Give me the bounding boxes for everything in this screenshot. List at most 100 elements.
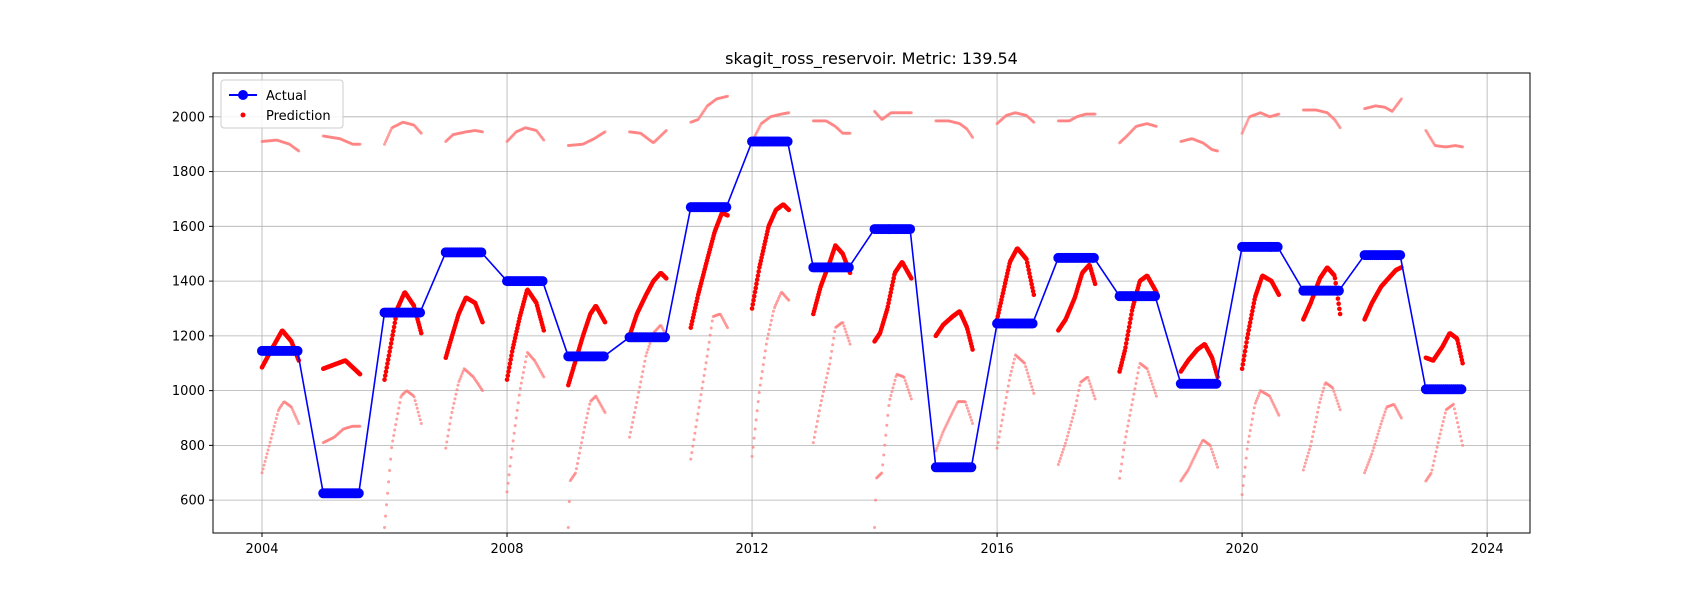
prediction-faint-point <box>690 451 694 455</box>
prediction-faint-point <box>524 355 528 359</box>
prediction-faint-point <box>830 349 834 353</box>
prediction-faint-point <box>750 454 754 458</box>
prediction-faint-point <box>1380 419 1384 423</box>
actual-marker <box>905 224 916 235</box>
prediction-faint-point <box>970 418 974 422</box>
prediction-faint-point <box>1075 399 1079 403</box>
prediction-faint-point <box>1375 436 1379 440</box>
prediction-faint-point <box>398 401 402 405</box>
prediction-faint-point <box>1146 370 1150 374</box>
prediction-faint-point <box>575 461 579 465</box>
prediction-faint-point <box>938 438 942 442</box>
prediction-faint-point <box>1000 418 1004 422</box>
prediction-faint-point <box>418 418 422 422</box>
actual-marker <box>292 345 303 356</box>
prediction-faint-point <box>1154 124 1158 128</box>
prediction-faint-point <box>1334 396 1338 400</box>
prediction-faint-point <box>511 439 515 443</box>
prediction-faint-point <box>297 421 301 425</box>
prediction-faint-point <box>1032 391 1036 395</box>
prediction-faint-point <box>636 395 640 399</box>
prediction-faint-point <box>1245 447 1249 451</box>
prediction-faint-point <box>787 111 791 115</box>
prediction-point <box>1243 344 1249 350</box>
y-tick-label: 1800 <box>172 165 205 180</box>
prediction-point <box>388 345 393 350</box>
prediction-faint-point <box>461 369 465 373</box>
prediction-point <box>480 319 485 325</box>
prediction-faint-point <box>1058 456 1062 460</box>
prediction-faint-point <box>773 306 777 310</box>
prediction-faint-point <box>1073 409 1077 413</box>
prediction-faint-point <box>664 129 668 132</box>
prediction-faint-point <box>769 318 773 322</box>
prediction-faint-point <box>1087 379 1091 383</box>
prediction-faint-point <box>1023 361 1027 365</box>
prediction-faint-point <box>887 404 891 408</box>
prediction-faint-point <box>603 411 607 415</box>
prediction-faint-point <box>1254 399 1258 403</box>
prediction-point <box>1024 256 1029 262</box>
prediction-faint-point <box>873 526 877 530</box>
prediction-faint-point <box>820 394 824 398</box>
prediction-point <box>384 365 390 370</box>
prediction-faint-point <box>702 373 706 377</box>
prediction-faint-point <box>709 326 713 330</box>
prediction-faint-point <box>893 378 897 382</box>
actual-marker <box>660 332 671 343</box>
prediction-faint-point <box>642 364 646 368</box>
prediction-faint-point <box>964 403 968 407</box>
prediction-faint-point <box>444 446 448 450</box>
prediction-faint-point <box>902 376 906 380</box>
prediction-faint-point <box>965 406 969 410</box>
prediction-faint-point <box>909 397 913 401</box>
prediction-faint-point <box>1147 373 1151 377</box>
prediction-faint-point <box>634 406 638 410</box>
prediction-faint-point <box>1057 460 1061 464</box>
prediction-point <box>754 277 760 283</box>
prediction-faint-point <box>756 400 760 404</box>
prediction-point <box>508 357 514 362</box>
prediction-faint-point <box>701 380 705 384</box>
prediction-faint-point <box>774 303 778 307</box>
prediction-faint-point <box>708 333 712 337</box>
prediction-point <box>507 361 513 366</box>
prediction-point <box>1335 296 1341 301</box>
prediction-faint-point <box>417 414 421 418</box>
prediction-faint-point <box>755 409 759 413</box>
legend-box <box>220 79 344 129</box>
prediction-faint-point <box>1119 469 1123 473</box>
actual-marker <box>843 262 854 273</box>
prediction-faint-point <box>937 441 941 445</box>
prediction-point <box>1249 312 1254 318</box>
actual-marker <box>721 202 732 213</box>
prediction-faint-point <box>1277 112 1281 116</box>
prediction-faint-point <box>294 415 298 419</box>
prediction-faint-point <box>874 498 878 502</box>
prediction-point <box>1332 275 1338 281</box>
prediction-faint-point <box>290 406 294 410</box>
prediction-faint-point <box>578 451 582 455</box>
prediction-faint-point <box>1368 457 1372 461</box>
prediction-faint-point <box>506 481 510 485</box>
prediction-faint-point <box>1242 127 1246 131</box>
prediction-faint-point <box>451 406 455 410</box>
prediction-faint-point <box>707 340 711 344</box>
prediction-faint-point <box>968 412 972 416</box>
prediction-faint-point <box>1025 368 1029 372</box>
prediction-point <box>385 357 391 362</box>
prediction-faint-point <box>1091 391 1095 395</box>
prediction-faint-point <box>1365 465 1369 469</box>
prediction-faint-point <box>881 463 885 467</box>
prediction-faint-point <box>1241 129 1245 133</box>
prediction-faint-point <box>1250 417 1254 421</box>
prediction-faint-point <box>827 367 831 371</box>
prediction-faint-point <box>971 421 975 425</box>
prediction-faint-point <box>996 441 1000 445</box>
prediction-point <box>541 328 547 333</box>
prediction-faint-point <box>1438 432 1442 436</box>
prediction-faint-point <box>628 435 632 439</box>
prediction-point <box>1336 301 1341 307</box>
prediction-point <box>1127 320 1133 326</box>
prediction-faint-point <box>271 428 275 432</box>
